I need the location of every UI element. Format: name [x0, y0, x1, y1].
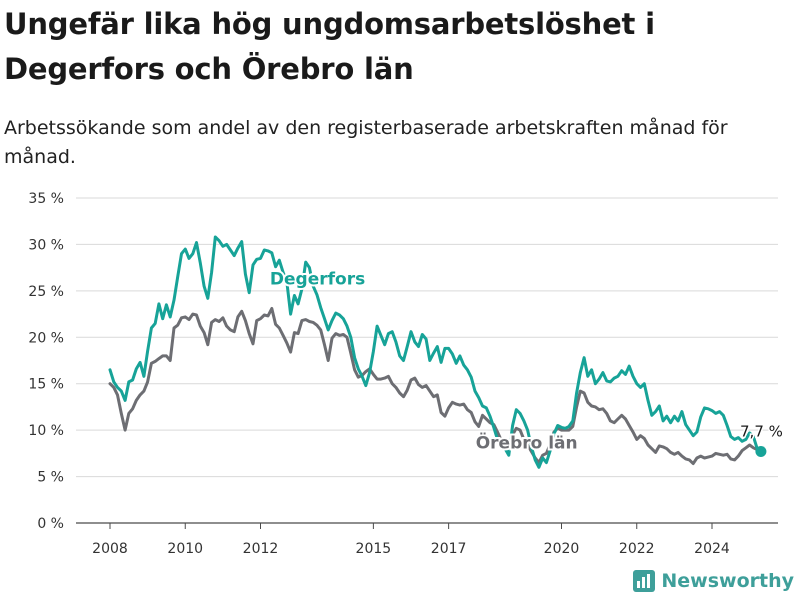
series-line-degerfors [108, 235, 763, 469]
newsworthy-logo-icon [633, 570, 656, 592]
y-tick-label: 0 % [37, 516, 64, 532]
end-point-marker [755, 446, 767, 457]
chart-title: Ungefär lika hög ungdomsarbetslöshet i D… [4, 7, 655, 86]
brand-name: Newsworthy [661, 570, 794, 592]
x-tick-label: 2020 [544, 541, 580, 557]
series-lines [108, 235, 763, 469]
y-tick-label: 15 % [28, 377, 64, 393]
y-tick-label: 25 % [28, 284, 64, 300]
x-tick-label: 2017 [431, 541, 467, 557]
x-tick-label: 2015 [356, 541, 392, 557]
x-tick-label: 2012 [243, 541, 279, 557]
series-label-degerfors: Degerfors [270, 269, 365, 289]
x-axis: 2008 2010 2012 2015 2017 2020 2022 2024 [92, 523, 730, 557]
newsworthy-brand: Newsworthy [633, 568, 794, 594]
series-line-orebro-lan [108, 307, 763, 466]
x-tick-label: 2024 [694, 541, 730, 557]
y-tick-label: 30 % [28, 237, 64, 253]
y-tick-label: 5 % [37, 470, 64, 486]
end-value-label: 7,7 % [740, 423, 783, 441]
gridlines [76, 197, 778, 524]
y-tick-label: 10 % [28, 423, 64, 439]
chart-subtitle: Arbetssökande som andel av den registerb… [4, 117, 728, 168]
x-tick-label: 2022 [619, 541, 655, 557]
y-tick-label: 20 % [28, 330, 64, 346]
series-label-orebro-lan: Örebro län [476, 432, 578, 454]
series-labels: Degerfors Örebro län 7,7 % [268, 267, 784, 457]
x-tick-label: 2008 [92, 541, 128, 557]
x-tick-label: 2010 [167, 541, 203, 557]
y-axis: 0 % 5 % 10 % 15 % 20 % 25 % 30 % 35 % [28, 191, 64, 532]
y-tick-label: 35 % [28, 191, 64, 207]
